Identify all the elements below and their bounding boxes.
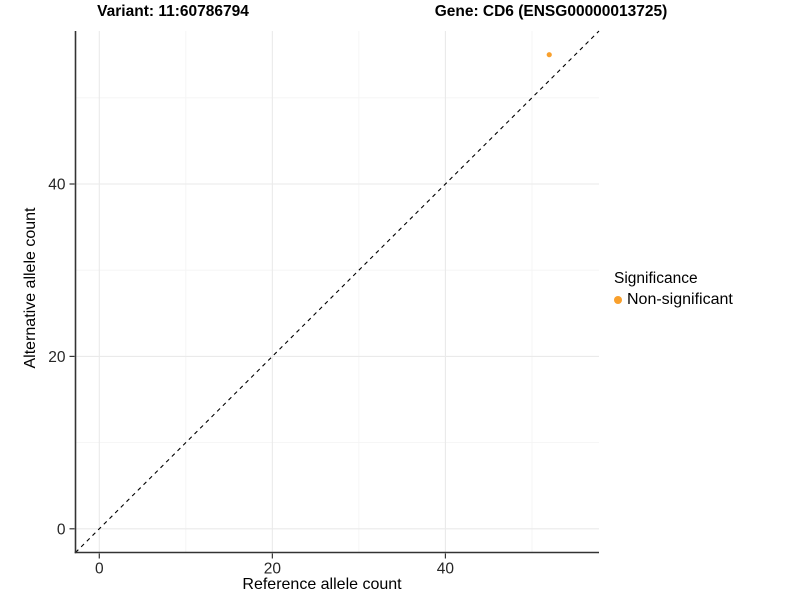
legend-item-label: Non-significant — [627, 291, 733, 308]
x-tick-label: 0 — [95, 561, 104, 578]
identity-line — [75, 30, 600, 553]
legend-item-non-significant: Non-significant — [614, 291, 733, 309]
x-tick-label: 40 — [437, 561, 455, 578]
legend: Significance Non-significant — [614, 270, 733, 309]
data-point — [546, 52, 552, 58]
y-tick-label: 0 — [57, 521, 66, 538]
x-tick-label: 20 — [264, 561, 282, 578]
gene-title: Gene: CD6 (ENSG00000013725) — [434, 3, 668, 20]
legend-title: Significance — [614, 270, 698, 287]
variant-title: Variant: 11:60786794 — [97, 3, 249, 20]
y-tick-label: 20 — [48, 349, 66, 366]
y-tick-label: 40 — [48, 177, 66, 194]
legend-dot-icon — [614, 296, 622, 304]
x-axis-title: Reference allele count — [242, 576, 402, 593]
y-axis-title: Alternative allele count — [22, 207, 39, 369]
